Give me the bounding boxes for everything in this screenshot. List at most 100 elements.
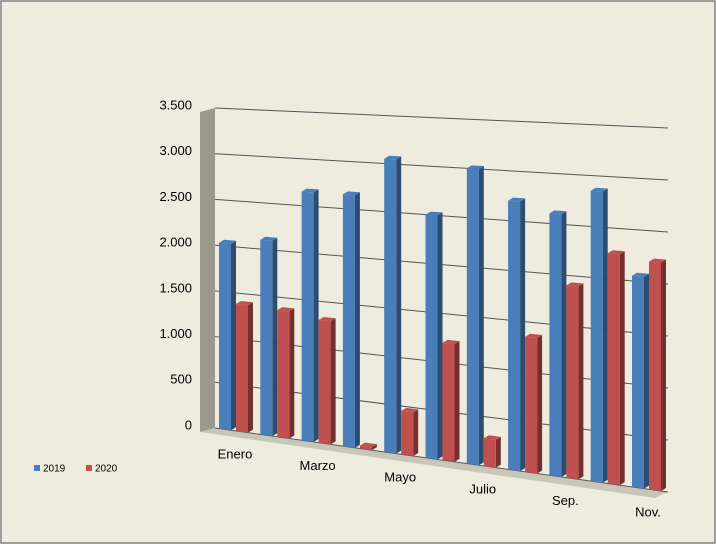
bar-side xyxy=(313,189,319,442)
bar xyxy=(219,239,236,431)
bar-front xyxy=(425,214,438,460)
bar-top xyxy=(466,165,484,170)
bar-top xyxy=(342,191,360,196)
bar xyxy=(301,188,319,442)
bar xyxy=(384,155,402,454)
bar-top xyxy=(483,435,501,440)
bar xyxy=(342,191,360,448)
bar xyxy=(632,272,649,489)
bar-top xyxy=(525,333,543,339)
bar-top xyxy=(260,236,278,241)
bar xyxy=(508,197,526,472)
bar xyxy=(466,165,484,466)
bar-front xyxy=(260,239,273,437)
y-tick-label: 2.000 xyxy=(159,235,192,250)
bar-front xyxy=(649,261,661,492)
y-tick-label: 1.500 xyxy=(159,280,192,295)
bar xyxy=(318,317,336,445)
bar-front xyxy=(219,242,231,431)
floor xyxy=(200,428,668,498)
bar-top xyxy=(359,442,377,448)
bar-front xyxy=(590,190,603,483)
bar-side xyxy=(437,212,443,460)
bar xyxy=(425,211,443,460)
bar xyxy=(483,435,501,468)
bar-top xyxy=(277,307,295,312)
x-tick-label: Julio xyxy=(469,481,496,496)
y-tick-label: 1.000 xyxy=(159,326,192,341)
bar-side xyxy=(396,156,402,454)
bar xyxy=(260,236,278,437)
bar-front xyxy=(566,285,579,480)
bar xyxy=(649,258,666,492)
bar-side xyxy=(661,259,666,492)
bar xyxy=(277,307,295,439)
bar-front xyxy=(401,410,414,457)
bar-side xyxy=(354,192,360,448)
bar-side xyxy=(619,251,625,486)
bar-front xyxy=(632,275,644,489)
grid-line xyxy=(214,153,669,181)
bar-side xyxy=(644,273,649,489)
bar-side xyxy=(478,166,484,466)
bar-top xyxy=(219,239,236,244)
bar-top xyxy=(236,300,253,306)
bar-side xyxy=(495,436,501,468)
bar-side xyxy=(578,283,584,480)
bar-front xyxy=(466,168,479,466)
bar-side xyxy=(413,409,419,457)
bar-side xyxy=(272,237,278,437)
grid-line xyxy=(214,107,669,129)
x-tick-label: Nov. xyxy=(635,505,661,520)
bar xyxy=(236,300,253,433)
bar xyxy=(607,250,625,486)
bar-front xyxy=(277,310,290,439)
bar-top xyxy=(508,197,526,202)
legend-swatch xyxy=(86,465,92,471)
y-tick-label: 0 xyxy=(185,417,192,432)
bar xyxy=(401,407,419,457)
bar xyxy=(590,187,608,483)
bar-top xyxy=(425,211,443,216)
grid-line xyxy=(214,427,669,493)
bar-top xyxy=(401,407,419,413)
bar-top xyxy=(632,272,649,277)
bar-side xyxy=(330,318,336,445)
bar-top xyxy=(649,258,666,263)
y-tick-label: 3.000 xyxy=(159,143,192,158)
bar-top xyxy=(607,250,625,255)
bar-top xyxy=(301,188,319,193)
bar xyxy=(359,442,377,451)
bar-front xyxy=(508,200,521,472)
bar xyxy=(549,210,567,477)
x-tick-label: Marzo xyxy=(300,458,336,473)
bar-front xyxy=(549,213,562,477)
x-tick-label: Enero xyxy=(218,446,253,461)
legend-label: 2019 xyxy=(43,464,66,475)
bar-top xyxy=(318,317,336,322)
bar-side xyxy=(248,302,253,433)
bar-side xyxy=(602,188,608,483)
bar xyxy=(525,333,543,474)
bar-top xyxy=(549,210,567,215)
bar-side xyxy=(537,335,543,474)
bar-front xyxy=(384,158,397,454)
bar-front xyxy=(359,445,372,451)
bar-front xyxy=(236,303,248,433)
bar-side xyxy=(520,198,526,472)
bar-side xyxy=(289,308,295,439)
bar-side xyxy=(454,341,460,462)
bar-side xyxy=(231,240,236,431)
legend-swatch xyxy=(34,465,40,471)
y-tick-label: 500 xyxy=(170,372,192,387)
x-tick-label: Mayo xyxy=(384,470,416,485)
bar-front xyxy=(607,253,620,486)
legend-label: 2020 xyxy=(95,464,118,475)
bar-front xyxy=(318,320,331,445)
bar-front xyxy=(301,191,314,442)
y-tick-label: 3.500 xyxy=(159,97,192,112)
bar-front xyxy=(442,342,455,462)
bar-side xyxy=(371,444,377,451)
bar xyxy=(442,339,460,462)
